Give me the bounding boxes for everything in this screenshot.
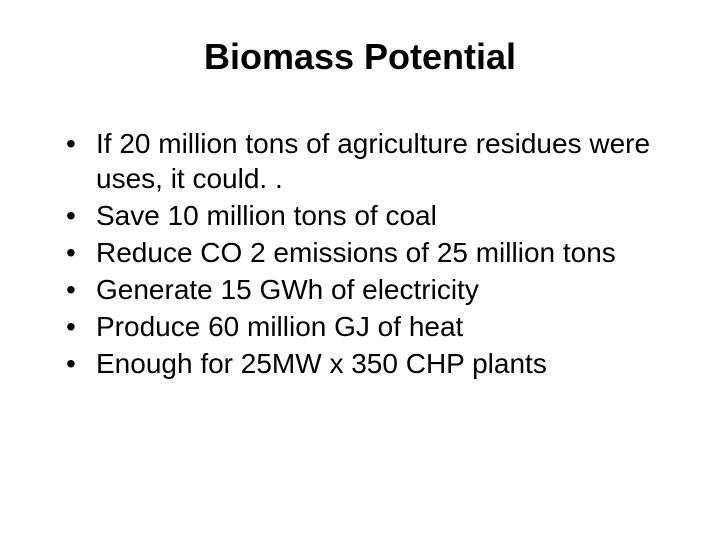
- list-item: Save 10 million tons of coal: [66, 198, 672, 233]
- list-item: Reduce CO 2 emissions of 25 million tons: [66, 235, 672, 270]
- list-item: If 20 million tons of agriculture residu…: [66, 126, 672, 196]
- slide-container: Biomass Potential If 20 million tons of …: [0, 0, 720, 540]
- bullet-list: If 20 million tons of agriculture residu…: [48, 126, 672, 381]
- list-item: Enough for 25MW x 350 CHP plants: [66, 346, 672, 381]
- slide-title: Biomass Potential: [48, 36, 672, 78]
- list-item: Generate 15 GWh of electricity: [66, 272, 672, 307]
- list-item: Produce 60 million GJ of heat: [66, 309, 672, 344]
